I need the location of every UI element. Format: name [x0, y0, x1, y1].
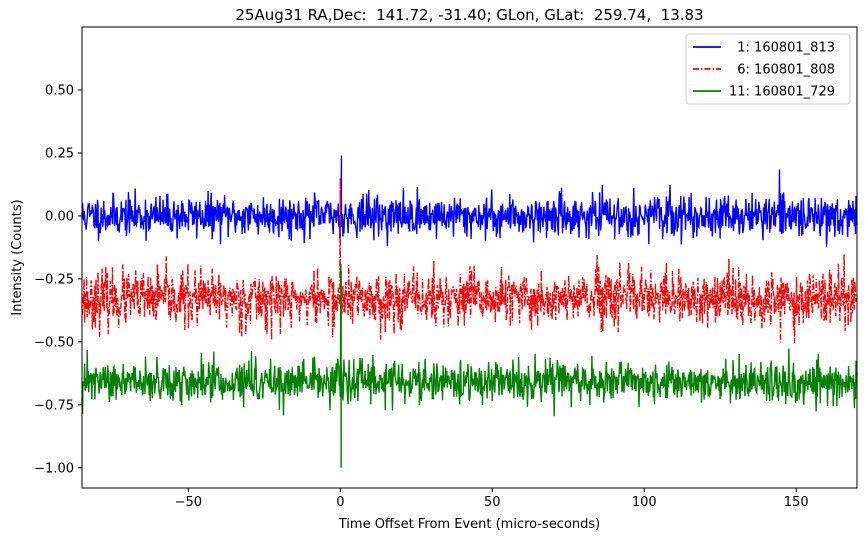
x-tick-label: −50 [175, 495, 202, 510]
legend-label: 1: 160801_813 [729, 41, 835, 56]
y-tick-label: 0.25 [45, 146, 74, 161]
series-line-2 [81, 178, 858, 344]
y-tick-label: 0.00 [45, 209, 74, 224]
y-tick-label: −1.00 [34, 461, 74, 476]
y-axis-label: Intensity (Counts) [10, 199, 25, 315]
y-axis: 0.50 0.25 0.00 −0.25 −0.50 −0.75 −1.00 [34, 83, 82, 476]
legend-box [685, 33, 851, 105]
y-tick-label: 0.50 [45, 83, 74, 98]
x-tick-label: 0 [336, 495, 344, 510]
plot-frame [81, 26, 858, 489]
series-line-1 [81, 155, 858, 247]
series-line-3 [81, 263, 858, 468]
y-tick-label: −0.75 [34, 398, 74, 413]
y-tick-label: −0.25 [34, 272, 74, 287]
legend-label: 6: 160801_808 [729, 63, 835, 78]
legend: 1: 160801_813 6: 160801_808 11: 160801_72… [685, 33, 851, 105]
x-tick-label: 150 [784, 495, 809, 510]
series-layer [81, 155, 858, 468]
legend-label: 11: 160801_729 [729, 85, 835, 100]
chart-title: 25Aug31 RA,Dec: 141.72, -31.40; GLon, GL… [235, 6, 703, 24]
y-tick-label: −0.50 [34, 335, 74, 350]
x-axis-label: Time Offset From Event (micro-seconds) [338, 517, 601, 532]
x-tick-label: 100 [632, 495, 657, 510]
x-axis: −50 0 50 100 150 [175, 488, 809, 510]
x-tick-label: 50 [484, 495, 501, 510]
